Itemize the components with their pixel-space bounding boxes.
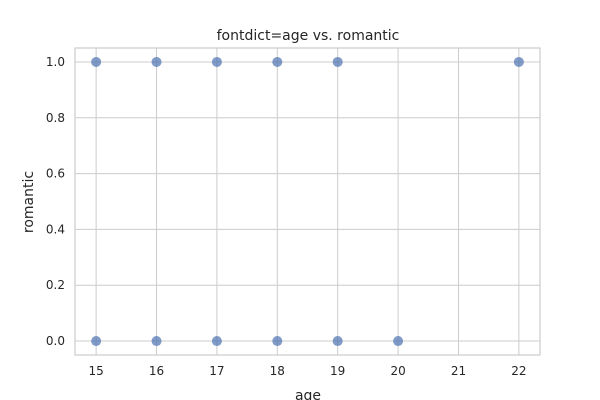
x-tick-label: 22 [511,364,526,378]
y-tick-label: 0.2 [46,278,65,292]
data-point [332,336,343,347]
data-point [211,336,222,347]
chart-title: fontdict=age vs. romantic [217,28,400,44]
y-tick-label: 1.0 [46,55,65,69]
y-axis-label: romantic [21,171,37,233]
x-tick-label: 21 [451,364,466,378]
data-point [91,56,102,67]
data-point [393,336,404,347]
x-tick-label: 20 [390,364,405,378]
y-tick-label: 0.8 [46,111,65,125]
gridlines [75,48,540,355]
data-point [151,56,162,67]
x-tick-label: 18 [270,364,285,378]
data-point [272,336,283,347]
x-axis-label: age [295,388,321,400]
y-tick-label: 0.6 [46,167,65,181]
data-point [272,56,283,67]
data-point [91,336,102,347]
data-point [513,56,524,67]
y-tick-label: 0.0 [46,334,65,348]
data-point [332,56,343,67]
y-axis-ticks: 0.0 0.2 0.4 0.6 0.8 1.0 [46,55,65,348]
data-point [211,56,222,67]
x-axis-ticks: 15 16 17 18 19 20 21 22 [88,364,526,378]
data-points [91,56,524,347]
x-tick-label: 17 [209,364,224,378]
x-tick-label: 16 [149,364,164,378]
data-point [151,336,162,347]
y-tick-label: 0.4 [46,222,65,236]
plot-frame [74,47,541,356]
x-tick-label: 19 [330,364,345,378]
x-tick-label: 15 [88,364,103,378]
